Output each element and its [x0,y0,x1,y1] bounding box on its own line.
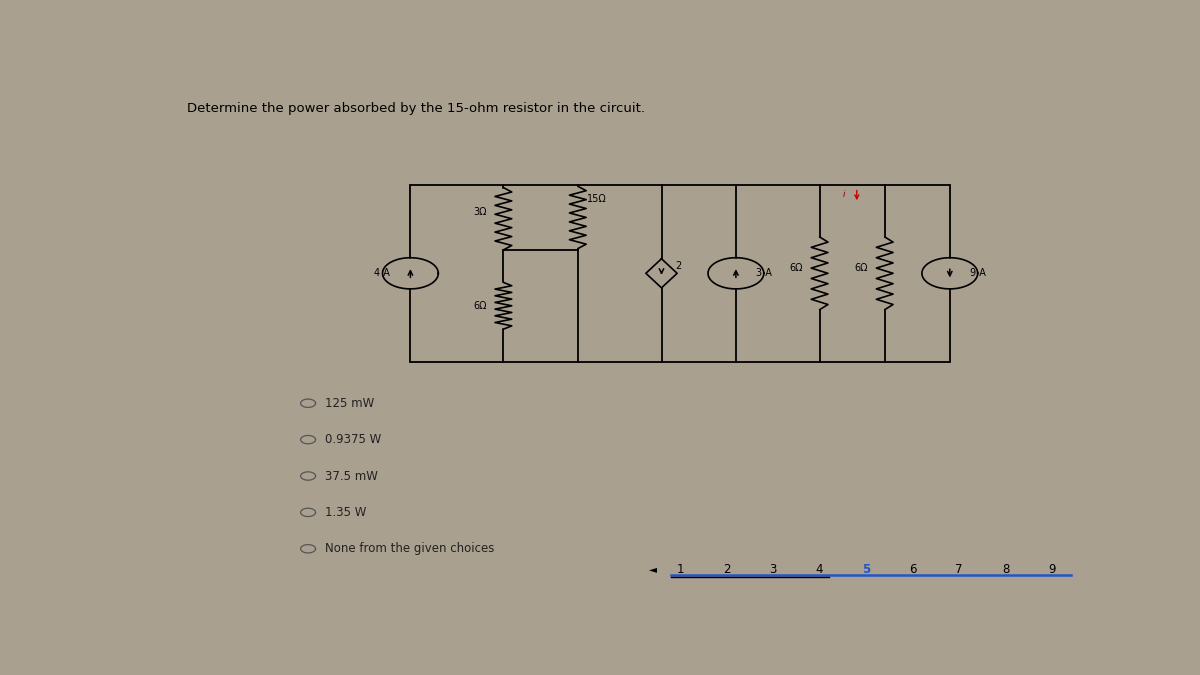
Text: 5: 5 [862,563,870,576]
Text: 2: 2 [676,261,682,271]
Text: 125 mW: 125 mW [325,397,374,410]
Text: 15Ω: 15Ω [587,194,607,204]
Text: 3 A: 3 A [756,268,773,278]
Text: 6Ω: 6Ω [473,301,487,310]
Text: ◄: ◄ [649,564,656,574]
Text: 8: 8 [1002,563,1009,576]
Text: 6Ω: 6Ω [854,263,868,273]
Text: 7: 7 [955,563,962,576]
Text: 6Ω: 6Ω [790,263,803,273]
Text: None from the given choices: None from the given choices [325,542,494,556]
Text: 3: 3 [769,563,776,576]
Text: 2: 2 [722,563,731,576]
Text: 37.5 mW: 37.5 mW [325,470,378,483]
Text: i: i [844,190,846,199]
Text: 0.9375 W: 0.9375 W [325,433,382,446]
Text: 1: 1 [677,563,684,576]
Text: 9 A: 9 A [971,268,986,278]
Text: 3Ω: 3Ω [473,207,487,217]
Text: 6: 6 [908,563,917,576]
Text: 4: 4 [816,563,823,576]
Text: 9: 9 [1049,563,1056,576]
Text: Determine the power absorbed by the 15-ohm resistor in the circuit.: Determine the power absorbed by the 15-o… [187,102,646,115]
Text: 4 A: 4 A [374,268,390,278]
Text: 1.35 W: 1.35 W [325,506,366,519]
